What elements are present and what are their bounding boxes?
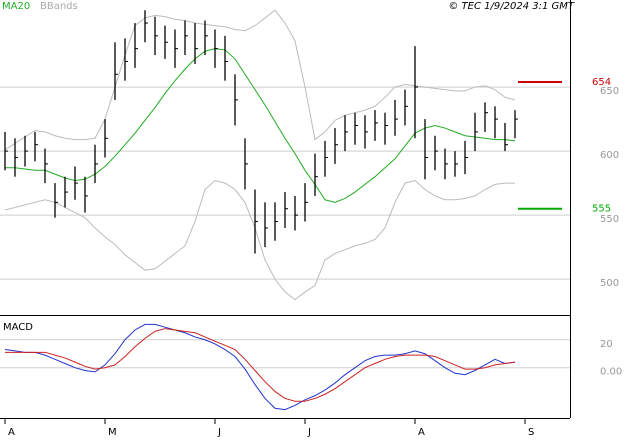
legend-ma20: MA20 — [2, 1, 30, 12]
macd-line — [5, 328, 516, 402]
bband-lower — [4, 179, 515, 301]
x-tick-label: S — [528, 427, 534, 438]
x-tick-label: A — [8, 427, 15, 438]
bband-upper — [4, 9, 516, 151]
ma20-line — [5, 48, 516, 203]
macd-title: MACD — [3, 322, 33, 333]
copyright: © TEC 1/9/2024 3:1 GMT — [448, 1, 575, 12]
y-tick-label: 600 — [600, 150, 619, 161]
plot-layer: 500 550 600 650 0.00 20 A M J J A S 654 555 — [0, 9, 622, 438]
level-label: 555 — [592, 204, 611, 215]
x-tick-label: J — [217, 427, 221, 438]
y-tick-label: 500 — [600, 278, 619, 289]
macd-tick-label: 0.00 — [600, 367, 622, 378]
x-tick-label: M — [108, 427, 117, 438]
x-tick-label: A — [418, 427, 425, 438]
level-label: 654 — [592, 77, 611, 88]
legend-bbands: BBands — [40, 1, 78, 12]
macd-line — [4, 323, 516, 411]
x-tick-label: J — [307, 427, 311, 438]
y-tick-label: 650 — [600, 86, 619, 97]
macd-tick-label: 20 — [600, 339, 613, 350]
y-tick-label: 550 — [600, 214, 619, 225]
